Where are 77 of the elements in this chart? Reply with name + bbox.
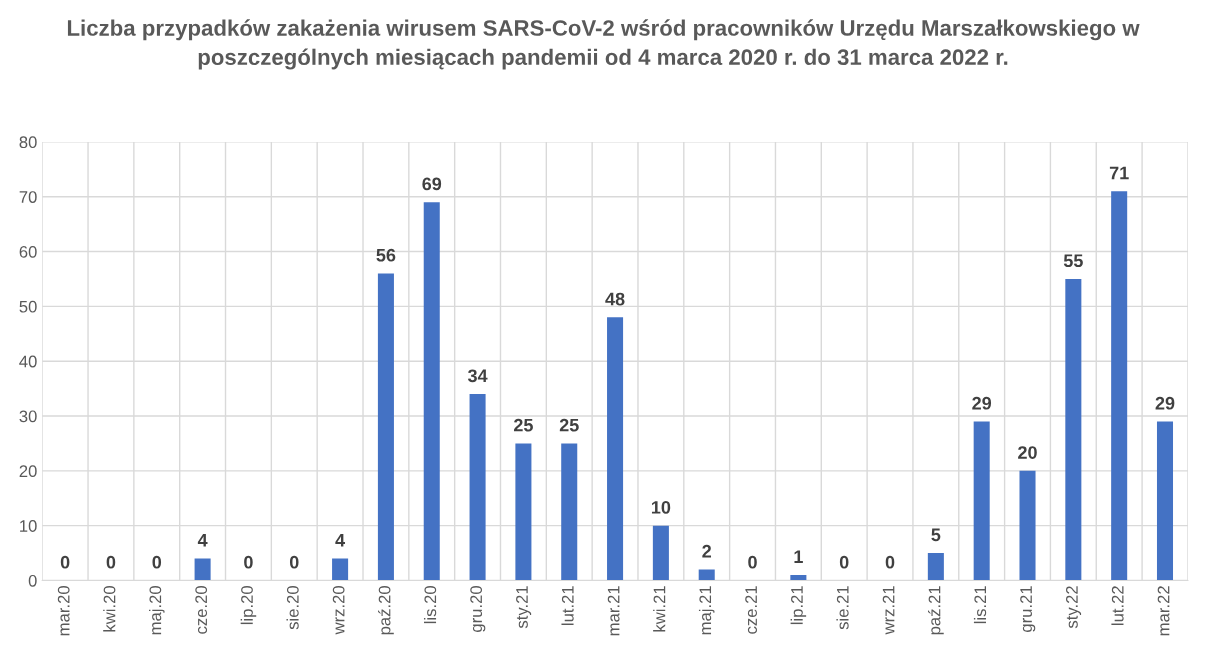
x-tick-label: sie.20 (286, 586, 299, 630)
x-tick-label: sie.21 (836, 586, 849, 630)
y-tick-label: 70 (19, 191, 37, 203)
x-tick-label: lis.21 (973, 586, 987, 624)
x-tick-label: kwi.20 (103, 586, 116, 632)
data-label: 0 (152, 555, 162, 569)
x-tick-label: lip.21 (790, 586, 807, 625)
data-label: 2 (702, 544, 712, 558)
x-tick-label: mar.21 (607, 586, 620, 636)
bar (607, 317, 624, 581)
data-label: 4 (335, 534, 346, 547)
y-tick-label: 80 (19, 136, 37, 149)
x-tick-label: wrz.20 (332, 586, 345, 635)
data-label: 55 (1063, 254, 1083, 268)
data-label: 0 (60, 555, 70, 569)
bar (194, 558, 211, 581)
x-tick-label: lis.20 (423, 586, 437, 624)
bar (561, 443, 578, 581)
bar (1065, 278, 1082, 581)
data-label: 69 (422, 177, 442, 191)
x-tick-label: gru.21 (1020, 586, 1036, 632)
data-label: 10 (651, 500, 671, 514)
y-tick-label: 10 (20, 520, 37, 532)
data-label: 0 (885, 555, 895, 569)
bar (927, 553, 944, 581)
y-tick-label: 50 (19, 300, 37, 313)
data-label: 29 (972, 396, 992, 410)
bar (423, 202, 440, 581)
x-tick-label: maj.20 (149, 586, 165, 635)
y-tick-label: 30 (19, 410, 37, 423)
x-tick-label: cze.21 (745, 586, 758, 634)
bar (790, 575, 807, 581)
data-label: 71 (1109, 166, 1129, 180)
bar (652, 525, 669, 581)
x-tick-label: kwi.21 (653, 586, 666, 632)
bar (698, 569, 715, 581)
y-tick-label: 40 (19, 355, 37, 368)
y-tick-label: 20 (19, 465, 37, 478)
data-label: 0 (839, 555, 849, 569)
chart-title: Liczba przypadków zakażenia wirusem SARS-CoV-2 wśród pracowników Urzędu Marszałkowskiego w poszczególnych miesiącach pandemii od 4 marca 2020 r. do 31 marca 2022 r. (67, 19, 1140, 70)
data-label: 34 (467, 369, 488, 383)
x-tick-label: gru.20 (470, 586, 486, 632)
data-label: 29 (1155, 396, 1175, 410)
data-label: 20 (1018, 446, 1037, 459)
x-tick-label: cze.20 (195, 586, 208, 634)
x-tick-label: paź.20 (378, 586, 394, 635)
data-label: 56 (376, 248, 396, 262)
bar (973, 421, 990, 581)
y-tick-label: 0 (28, 574, 37, 587)
x-tick-label: mar.20 (57, 586, 70, 636)
x-tick-label: lut.21 (561, 586, 574, 626)
x-tick-label: maj.21 (698, 586, 715, 635)
bar (1156, 421, 1174, 581)
data-label: 0 (106, 555, 116, 569)
bar (377, 273, 394, 581)
data-label: 0 (748, 555, 757, 569)
bar (1111, 191, 1128, 581)
x-tick-label: mar.22 (1157, 586, 1170, 636)
data-label: 0 (289, 555, 299, 569)
data-label: 0 (244, 555, 253, 569)
data-label: 48 (605, 292, 625, 306)
x-tick-label: lut.22 (1111, 586, 1124, 626)
y-tick-label: 60 (19, 245, 37, 258)
data-label: 5 (931, 528, 941, 542)
bar (1019, 470, 1036, 581)
data-label: 1 (794, 550, 803, 563)
x-tick-label: paź.21 (927, 586, 944, 635)
x-tick-label: sty.21 (516, 586, 532, 629)
data-label: 4 (197, 534, 208, 547)
bar (515, 443, 532, 581)
x-tick-label: lip.20 (240, 586, 257, 625)
x-tick-label: sty.22 (1066, 586, 1082, 629)
bar (332, 558, 349, 581)
data-label: 25 (559, 418, 579, 432)
bar (469, 394, 486, 581)
x-tick-label: wrz.21 (882, 586, 895, 635)
data-label: 25 (513, 418, 533, 432)
